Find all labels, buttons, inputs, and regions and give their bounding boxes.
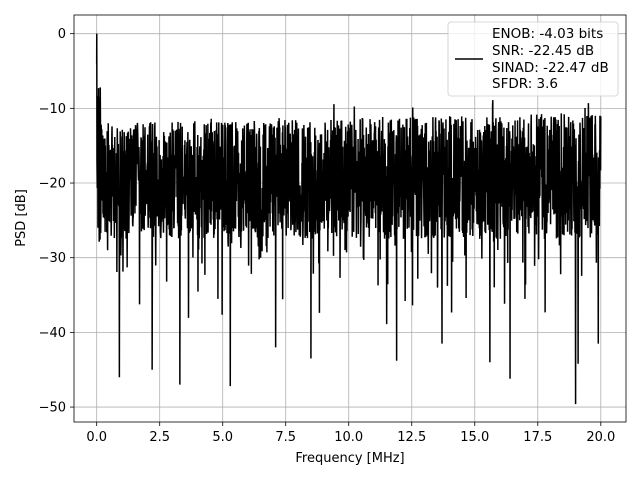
- x-axis-ticks: 0.0 2.5 5.0 7.5 10.0 12.5 15.0 17.5 20.0: [86, 422, 615, 445]
- y-axis-label: PSD [dB]: [14, 189, 29, 247]
- y-tick-label: −10: [39, 102, 66, 117]
- x-tick-label: 7.5: [275, 430, 296, 445]
- psd-series-line: [95, 33, 602, 405]
- legend-box: [447, 21, 619, 97]
- y-tick-label: 0: [58, 27, 66, 42]
- legend-line-2: SNR: -22.45 dB: [492, 43, 594, 59]
- x-tick-label: 2.5: [149, 430, 170, 445]
- legend: ENOB: -4.03 bits SNR: -22.45 dB SINAD: -…: [447, 21, 619, 97]
- x-tick-label: 10.0: [334, 430, 363, 445]
- x-tick-label: 5.0: [212, 430, 233, 445]
- legend-line-1: ENOB: -4.03 bits: [492, 26, 603, 42]
- legend-line-4: SFDR: 3.6: [492, 76, 558, 92]
- y-tick-label: −20: [39, 177, 66, 192]
- x-tick-label: 0.0: [86, 430, 107, 445]
- legend-line-3: SINAD: -22.47 dB: [492, 60, 609, 76]
- plot-area: [95, 33, 602, 405]
- x-tick-label: 15.0: [460, 430, 489, 445]
- x-axis-label: Frequency [MHz]: [295, 451, 404, 466]
- x-tick-label: 20.0: [586, 430, 615, 445]
- y-tick-label: −50: [39, 401, 66, 416]
- x-tick-label: 17.5: [523, 430, 552, 445]
- y-tick-label: −40: [39, 326, 66, 341]
- y-tick-label: −30: [39, 251, 66, 266]
- x-tick-label: 12.5: [397, 430, 426, 445]
- y-axis-ticks: 0 −10 −20 −30 −40 −50: [39, 27, 74, 416]
- axes-frame: [73, 14, 627, 423]
